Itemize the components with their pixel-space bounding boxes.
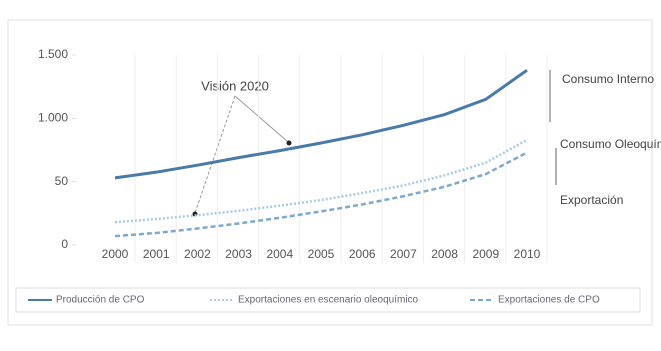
x-tick-label: 2006: [349, 247, 376, 261]
legend-label: Producción de CPO: [56, 295, 145, 306]
line: [114, 138, 528, 224]
x-tick-label: 2003: [225, 247, 252, 261]
line: [114, 68, 528, 180]
annotation-arrow: [234, 95, 289, 143]
y-tick-label: 0: [61, 237, 68, 251]
x-tick-label: 2005: [308, 247, 335, 261]
x-tick-label: 2002: [184, 247, 211, 261]
legend-box: [15, 287, 641, 313]
x-tick-label: 2010: [514, 247, 541, 261]
x-tick-label: 2004: [266, 247, 293, 261]
x-tick-label: 2000: [102, 247, 129, 261]
x-tick-label: 2008: [431, 247, 458, 261]
annotation: Visión 2020: [201, 78, 269, 93]
annotation-dot: [286, 140, 292, 146]
y-tick-label: 1.000: [38, 111, 68, 125]
line: [114, 151, 528, 238]
x-tick-label: 2009: [472, 247, 499, 261]
legend-label: Exportaciones de CPO: [498, 295, 600, 306]
annotation: Consumo Oleoquímica: [560, 137, 661, 151]
y-tick-label: 1.500: [38, 47, 68, 61]
frame: [7, 19, 653, 326]
x-tick-label: 2007: [390, 247, 417, 261]
annotation-arrow: [194, 95, 236, 214]
annotation: Consumo Interno: [562, 72, 654, 86]
x-tick-label: 2001: [143, 247, 170, 261]
y-tick-label: 50: [55, 174, 69, 188]
annotation: Exportación: [560, 193, 623, 207]
legend-label: Exportaciones en escenario oleoquímico: [238, 295, 419, 306]
